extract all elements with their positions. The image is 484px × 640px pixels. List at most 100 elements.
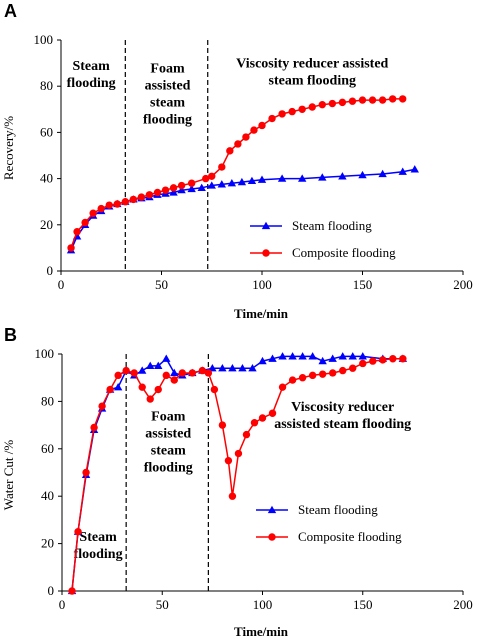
data-point	[154, 361, 163, 369]
legend-label: Steam flooding	[298, 502, 378, 517]
data-point	[348, 352, 357, 360]
data-point	[261, 221, 271, 230]
panel-b: B Water Cut /% Time/min 0 20 40 60 80 100 0 50 1…	[1, 325, 473, 639]
y-tick-label: 20	[41, 536, 54, 551]
data-point	[298, 174, 307, 182]
data-point	[154, 385, 162, 394]
x-tick-label: 50	[156, 597, 169, 612]
data-point	[224, 456, 233, 465]
data-point	[358, 170, 367, 179]
y-tick-label: 20	[40, 217, 53, 232]
x-tick-label: 150	[353, 597, 373, 612]
data-point	[146, 395, 154, 403]
stage-label-line: Viscosity reducer	[291, 400, 394, 415]
stage-label: Foam assisted steam flooding	[144, 409, 193, 475]
data-point	[369, 357, 377, 365]
data-point	[97, 204, 105, 213]
data-point	[298, 105, 306, 114]
data-point	[161, 186, 170, 194]
y-tick-label: 40	[41, 488, 54, 503]
panel-a: A Recovery/% Time/min 0 20 40 60 80 100 0 50 100…	[1, 1, 473, 321]
data-point	[228, 364, 237, 372]
x-tick-label: 0	[58, 277, 65, 292]
data-point	[73, 228, 81, 236]
data-point	[82, 468, 90, 477]
data-point	[328, 99, 337, 108]
data-point	[262, 249, 270, 257]
data-point	[318, 370, 327, 378]
data-point	[129, 195, 138, 204]
data-point	[121, 198, 130, 206]
data-point	[226, 147, 234, 155]
data-point	[268, 409, 277, 417]
y-tick-label: 80	[40, 78, 53, 93]
data-point	[258, 414, 267, 422]
data-point	[162, 354, 171, 362]
legend-label: Composite flooding	[292, 245, 396, 260]
legend: Steam flooding Composite flooding	[256, 502, 402, 544]
data-point	[177, 185, 186, 194]
stage-label-line: flooding	[67, 76, 116, 91]
x-tick-label: 50	[155, 277, 168, 292]
data-point	[227, 179, 237, 187]
data-point	[207, 181, 216, 189]
series-steam-flooding	[66, 165, 419, 254]
data-point	[130, 369, 138, 377]
data-point	[247, 176, 257, 185]
data-point	[197, 183, 206, 191]
stage-label-line: flooding	[143, 112, 192, 127]
x-tick-label: 200	[453, 597, 473, 612]
data-point	[68, 587, 76, 595]
data-point	[359, 359, 367, 368]
data-point	[113, 200, 121, 208]
data-point	[242, 133, 250, 141]
panel-letter: A	[4, 1, 17, 21]
x-tick-label: 100	[253, 597, 273, 612]
data-point	[348, 97, 357, 105]
data-point	[298, 352, 307, 360]
data-point	[67, 244, 75, 252]
data-point	[187, 184, 196, 193]
stage-label-line: steam flooding	[269, 74, 357, 89]
data-point	[170, 368, 179, 377]
data-point	[105, 201, 113, 209]
legend-label: Steam flooding	[292, 218, 372, 233]
data-point	[208, 364, 217, 372]
panel-letter: B	[4, 325, 17, 345]
data-point	[267, 505, 277, 514]
data-point	[177, 181, 186, 190]
y-tick-label: 0	[47, 263, 54, 278]
data-point	[122, 366, 130, 375]
stage-label-line: assisted	[145, 78, 191, 93]
x-tick-label: 200	[453, 277, 473, 292]
legend: Steam flooding Composite flooding	[250, 218, 396, 260]
stage-label-line: steam	[151, 443, 186, 458]
x-axis-title: Time/min	[234, 306, 289, 321]
stage-label: Foam assisted steam flooding	[143, 61, 192, 127]
data-point	[204, 369, 213, 377]
data-point	[218, 364, 227, 372]
stage-label-line: Foam	[150, 61, 185, 76]
data-point	[268, 533, 276, 541]
data-point	[106, 385, 114, 394]
data-point	[339, 366, 347, 375]
data-point	[98, 402, 106, 410]
data-point	[81, 218, 89, 227]
data-point	[338, 172, 347, 180]
data-point	[258, 121, 266, 130]
y-tick-label: 0	[48, 583, 55, 598]
data-point	[358, 352, 367, 360]
data-point	[288, 352, 297, 360]
data-point	[170, 376, 178, 384]
data-point	[368, 96, 377, 104]
stage-label-line: Steam	[79, 530, 117, 545]
data-point	[237, 177, 247, 186]
data-point	[268, 354, 277, 362]
data-point	[162, 371, 170, 380]
data-point	[218, 163, 226, 171]
data-point	[349, 364, 357, 372]
stage-label: Steam flooding	[67, 59, 116, 91]
data-point	[146, 361, 155, 369]
data-point	[114, 371, 122, 380]
data-point	[257, 175, 267, 183]
